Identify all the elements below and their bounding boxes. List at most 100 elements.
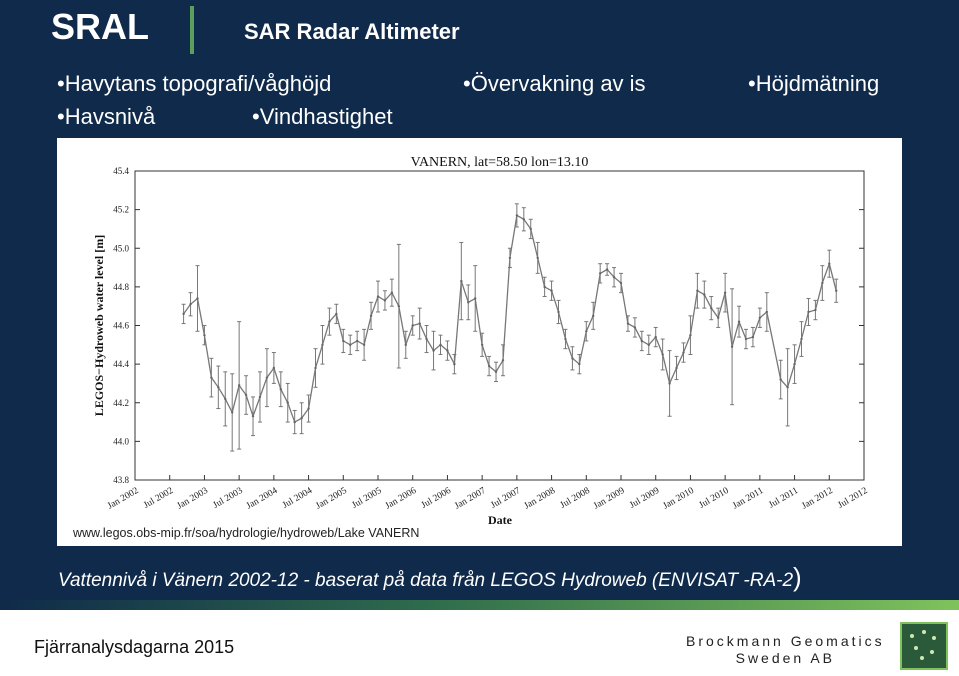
x-tick-label: Jul 2006 xyxy=(420,486,453,511)
data-point xyxy=(571,357,574,360)
data-point xyxy=(300,417,303,420)
data-point xyxy=(668,382,671,385)
y-tick-label: 44.2 xyxy=(113,398,129,408)
x-tick-label: Jul 2009 xyxy=(628,486,661,511)
data-point xyxy=(807,310,810,314)
data-point xyxy=(362,343,366,347)
data-point xyxy=(640,339,644,343)
data-point xyxy=(779,378,782,381)
data-point xyxy=(557,310,560,314)
company-line1: Brockmann Geomatics xyxy=(686,633,885,649)
data-point xyxy=(293,420,296,424)
data-point xyxy=(800,337,803,341)
x-axis-label: Date xyxy=(488,513,513,527)
title-divider xyxy=(190,6,194,54)
x-tick-label: Jan 2012 xyxy=(800,486,835,512)
bullet-item: Havytans topografi/våghöjd xyxy=(57,71,332,97)
bullet-item: Övervakning av is xyxy=(463,71,646,97)
data-point xyxy=(369,314,373,318)
data-point xyxy=(758,316,762,319)
x-tick-label: Jan 2006 xyxy=(384,486,419,512)
data-point xyxy=(703,293,706,296)
data-point xyxy=(654,335,657,339)
plot-frame xyxy=(134,170,865,481)
data-point xyxy=(765,310,768,314)
data-point xyxy=(474,297,477,300)
data-point xyxy=(605,268,609,271)
x-tick-label: Jul 2005 xyxy=(350,486,383,511)
x-tick-label: Jul 2010 xyxy=(698,486,731,511)
caption-text: Vattennivå i Vänern 2002-12 - baserat på… xyxy=(58,570,794,591)
data-point xyxy=(231,411,234,414)
data-point xyxy=(265,376,269,379)
data-point xyxy=(585,330,588,333)
x-tick-label: Jul 2002 xyxy=(142,486,175,511)
data-point xyxy=(633,326,637,329)
data-point xyxy=(543,285,546,289)
x-tick-label: Jul 2004 xyxy=(281,486,314,511)
data-point xyxy=(321,343,324,347)
data-point xyxy=(355,339,359,343)
data-point xyxy=(536,256,539,260)
data-point xyxy=(203,333,206,337)
data-point xyxy=(258,395,262,399)
data-point xyxy=(710,306,713,310)
data-point xyxy=(418,322,421,325)
data-point xyxy=(696,289,699,292)
data-point xyxy=(439,343,442,347)
data-point xyxy=(675,366,678,370)
data-point xyxy=(737,320,741,323)
data-point xyxy=(480,343,484,347)
data-point xyxy=(217,386,220,389)
data-point xyxy=(189,303,192,306)
data-point xyxy=(814,308,817,312)
data-point xyxy=(425,337,428,341)
chart-title: VANERN, lat=58.50 lon=13.10 xyxy=(411,155,589,170)
data-point xyxy=(251,415,255,418)
x-tick-label: Jul 2007 xyxy=(489,486,522,511)
water-level-line xyxy=(183,214,837,424)
x-tick-label: Jan 2004 xyxy=(245,486,280,512)
y-tick-label: 45.0 xyxy=(113,243,129,253)
data-point xyxy=(689,333,692,337)
data-point xyxy=(717,316,720,319)
data-point xyxy=(682,351,685,354)
data-point xyxy=(793,362,796,366)
y-tick-label: 45.4 xyxy=(113,166,129,176)
data-point xyxy=(210,376,213,379)
company-line2: Sweden AB xyxy=(735,650,835,666)
page-subtitle: SAR Radar Altimeter xyxy=(244,19,460,44)
data-point xyxy=(723,291,727,294)
data-point xyxy=(182,312,185,316)
y-tick-label: 44.6 xyxy=(113,321,129,331)
bullet-item: Vindhastighet xyxy=(252,104,393,130)
water-level-chart: VANERN, lat=58.50 lon=13.10 LEGOS−Hydrowe… xyxy=(92,155,870,527)
data-point xyxy=(328,320,331,323)
data-point xyxy=(592,314,595,318)
data-point xyxy=(508,256,512,260)
data-point xyxy=(307,407,310,410)
data-point xyxy=(751,335,755,339)
data-point xyxy=(196,297,199,300)
data-point xyxy=(453,362,456,366)
data-point xyxy=(612,276,616,279)
data-point xyxy=(550,289,553,292)
bullet-item: Höjdmätning xyxy=(748,71,880,97)
data-point xyxy=(494,370,498,374)
data-point xyxy=(821,281,824,285)
data-point xyxy=(501,359,505,362)
company-logo-text: Brockmann Geomatics Sweden AB xyxy=(686,633,885,667)
x-tick-label: Jul 2011 xyxy=(767,486,800,511)
caption-paren: ) xyxy=(793,562,802,592)
x-tick-label: Jul 2008 xyxy=(559,486,592,511)
data-point xyxy=(661,353,664,356)
data-point xyxy=(647,343,650,347)
data-point xyxy=(730,345,734,348)
y-tick-label: 44.0 xyxy=(113,436,129,446)
figure-caption: Vattennivå i Vänern 2002-12 - baserat på… xyxy=(58,562,802,593)
data-point xyxy=(314,366,317,370)
y-axis-label: LEGOS−Hydroweb water level [m] xyxy=(92,235,106,416)
data-point xyxy=(404,343,407,347)
data-point xyxy=(446,349,449,352)
y-tick-label: 44.4 xyxy=(113,359,129,369)
